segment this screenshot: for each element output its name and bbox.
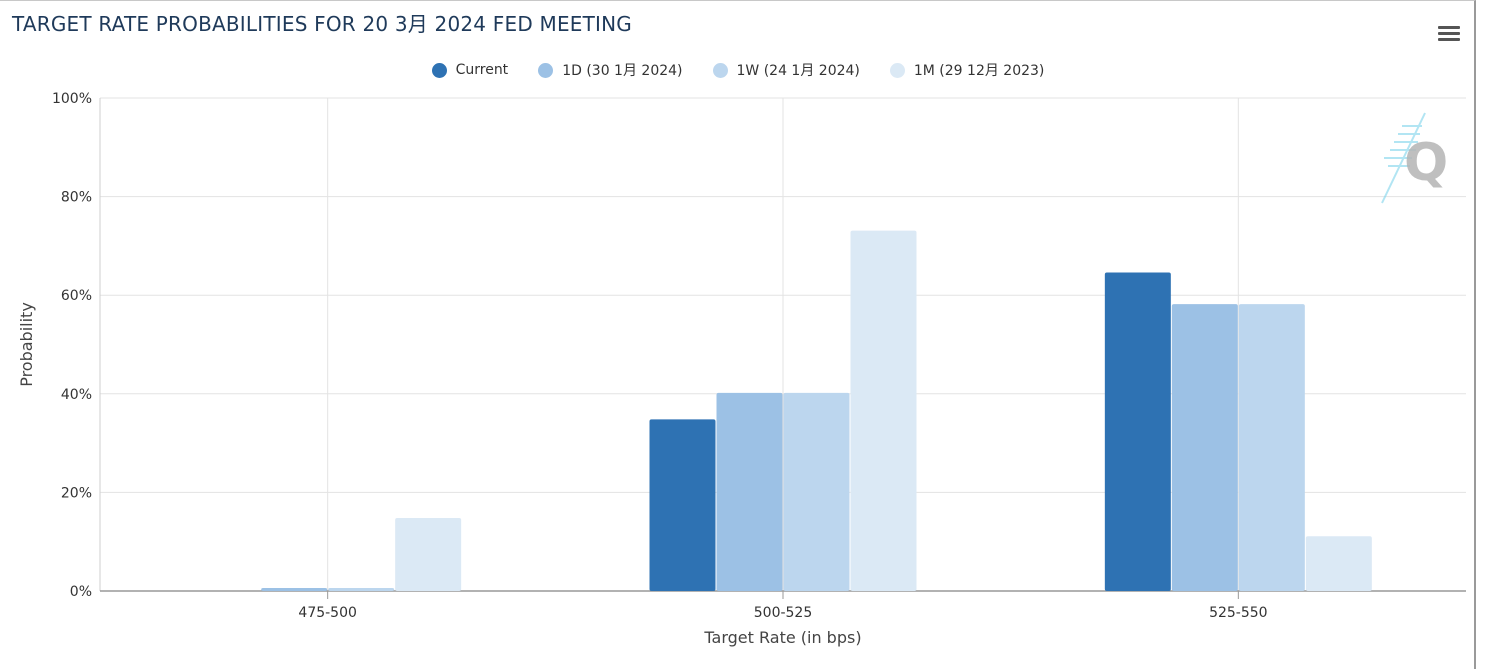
legend-marker-1m — [889, 62, 905, 78]
chart-title: TARGET RATE PROBABILITIES FOR 20 3月 2024… — [12, 12, 632, 36]
q-logo-icon: Q — [1381, 112, 1448, 204]
legend-item-1w[interactable]: 1W (24 1月 2024) — [712, 60, 860, 80]
bar-1w-525-550 — [1238, 304, 1305, 591]
bar-1m-525-550 — [1305, 536, 1372, 591]
bar-current-500-525 — [649, 419, 716, 591]
y-tick-label: 40% — [61, 387, 92, 403]
legend-marker-1w — [712, 62, 728, 78]
y-tick-label: 80% — [61, 190, 92, 206]
y-tick-label: 60% — [61, 288, 92, 304]
legend-marker-1d — [538, 62, 554, 78]
bar-current-525-550 — [1104, 272, 1171, 591]
legend-item-1d[interactable]: 1D (30 1月 2024) — [538, 60, 683, 80]
legend-label-1m: 1M (29 12月 2023) — [913, 63, 1045, 79]
legend-marker-current — [431, 62, 447, 78]
legend-label-current: Current — [455, 62, 509, 78]
y-tick-label: 100% — [52, 91, 92, 107]
bar-1m-500-525 — [850, 230, 917, 591]
x-tick-label: 525-550 — [1209, 605, 1268, 621]
bar-1d-500-525 — [716, 392, 783, 591]
x-axis-title: Target Rate (in bps) — [703, 628, 861, 647]
hamburger-menu-icon[interactable] — [1434, 22, 1464, 46]
x-tick-label: 500-525 — [754, 605, 813, 621]
bar-1d-475-500 — [261, 588, 328, 591]
bar-1w-500-525 — [783, 392, 850, 591]
bar-1w-475-500 — [328, 588, 395, 591]
y-tick-label: 0% — [70, 584, 92, 600]
bar-1d-525-550 — [1171, 304, 1238, 591]
watermark-letter: Q — [1404, 133, 1448, 193]
y-axis-title: Probability — [17, 302, 36, 387]
bar-1m-475-500 — [395, 518, 462, 591]
chart-legend: Current 1D (30 1月 2024) 1W (24 1月 2024) … — [0, 60, 1476, 80]
y-tick-label: 20% — [61, 485, 92, 501]
legend-item-current[interactable]: Current — [431, 60, 509, 80]
legend-label-1w: 1W (24 1月 2024) — [736, 63, 860, 79]
legend-label-1d: 1D (30 1月 2024) — [562, 63, 683, 79]
legend-item-1m[interactable]: 1M (29 12月 2023) — [889, 60, 1045, 80]
x-tick-label: 475-500 — [298, 605, 357, 621]
